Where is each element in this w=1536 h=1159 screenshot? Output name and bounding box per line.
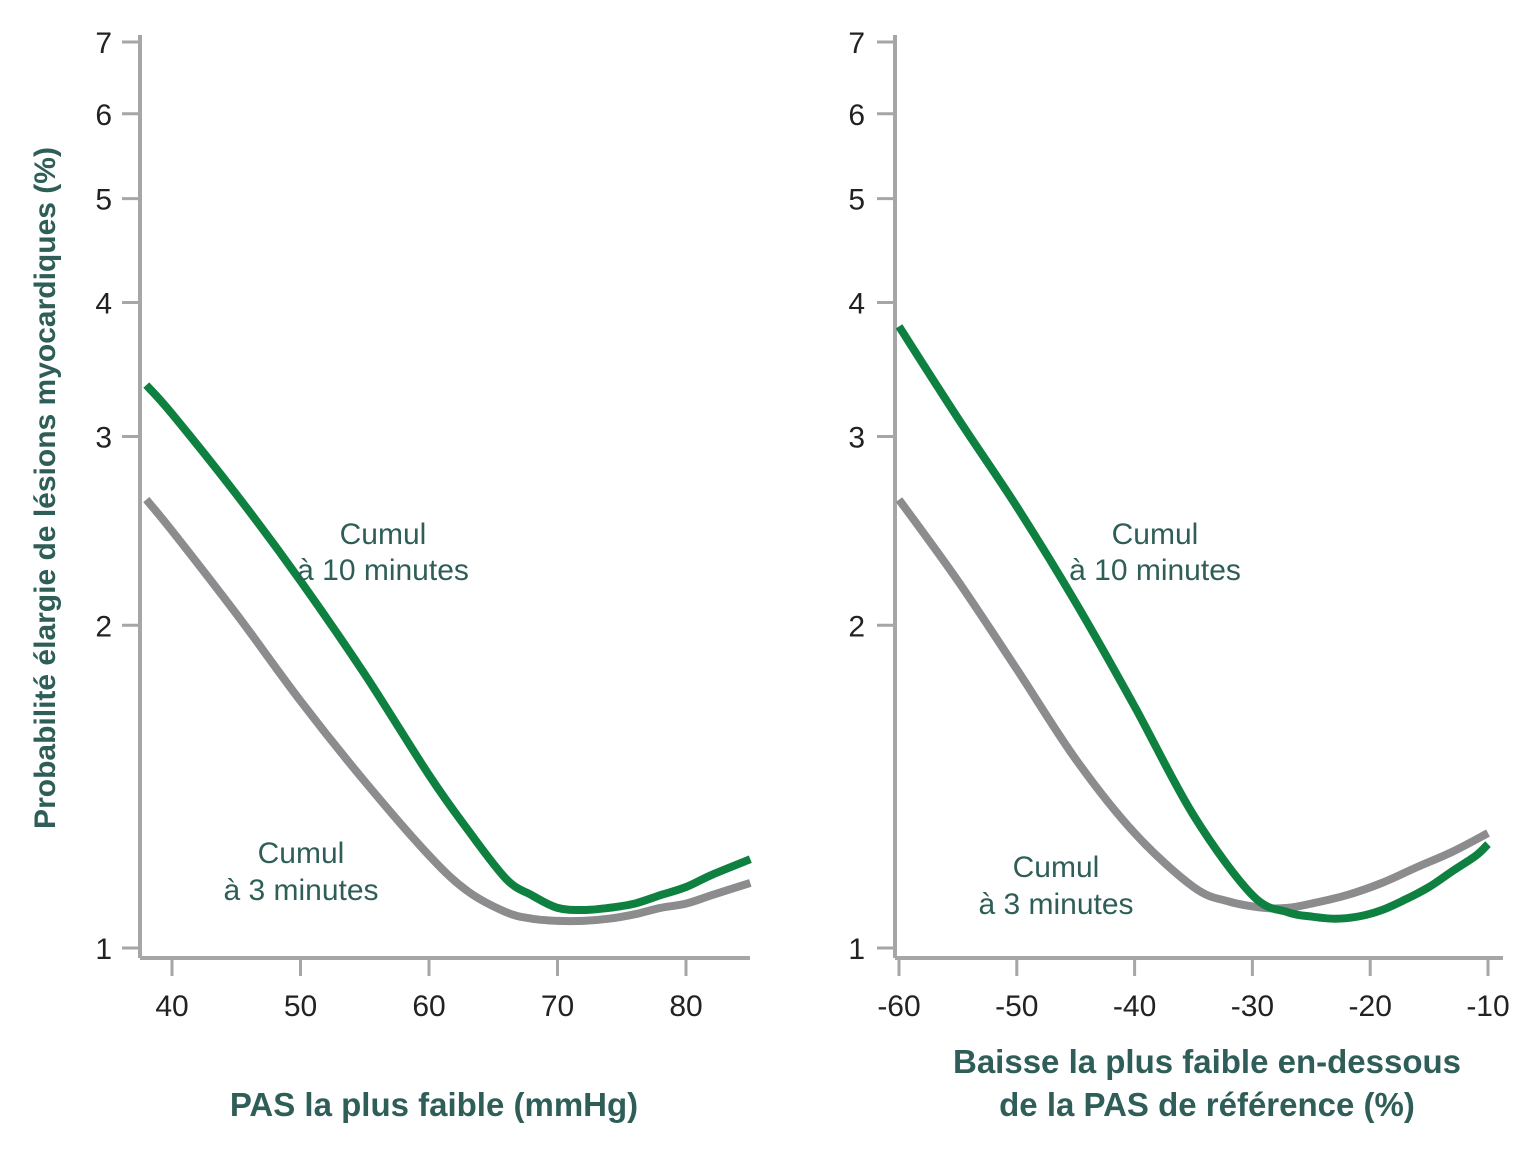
x-tick-label: -30 <box>1231 990 1274 1023</box>
annotation-3min: à 3 minutes <box>223 874 378 907</box>
y-tick-label: 6 <box>848 99 865 132</box>
x-tick-label: -20 <box>1349 990 1392 1023</box>
y-tick-label: 5 <box>95 184 112 217</box>
y-tick-label: 6 <box>95 99 112 132</box>
x-tick-label: -50 <box>995 990 1038 1023</box>
x-axis-title-line: Baisse la plus faible en-dessous <box>953 1043 1461 1080</box>
series-line-3min <box>143 497 752 926</box>
annotation-10min: à 10 minutes <box>297 554 469 587</box>
y-axis-title: Probabilité élargie de lésions myocardiq… <box>29 147 62 829</box>
y-tick-label: 3 <box>95 421 112 454</box>
y-tick-label: 4 <box>848 288 865 321</box>
y-tick-label: 3 <box>848 421 865 454</box>
x-tick-label: 40 <box>155 990 188 1023</box>
x-tick-label: 60 <box>412 990 445 1023</box>
y-tick-label: 1 <box>95 933 112 966</box>
x-axis-title-line: de la PAS de référence (%) <box>999 1086 1415 1123</box>
y-tick-label: 1 <box>848 933 865 966</box>
x-tick-label: -60 <box>877 990 920 1023</box>
series-line-10min <box>895 324 1491 923</box>
y-tick-label: 7 <box>848 27 865 60</box>
annotation-10min: Cumul <box>340 518 427 551</box>
x-tick-label: -40 <box>1113 990 1156 1023</box>
x-axis-title: PAS la plus faible (mmHg) <box>230 1086 638 1123</box>
y-tick-label: 2 <box>848 610 865 643</box>
y-tick-label: 4 <box>95 288 112 321</box>
series-line-3min <box>895 497 1490 913</box>
series-line-10min <box>143 382 752 915</box>
x-tick-label: 70 <box>541 990 574 1023</box>
annotation-3min: à 3 minutes <box>978 888 1133 921</box>
y-tick-label: 2 <box>95 610 112 643</box>
x-tick-label: 50 <box>284 990 317 1023</box>
annotation-3min: Cumul <box>258 837 345 870</box>
x-tick-label: -10 <box>1466 990 1509 1023</box>
x-tick-label: 80 <box>669 990 702 1023</box>
annotation-10min: Cumul <box>1112 518 1199 551</box>
y-tick-label: 5 <box>848 184 865 217</box>
annotation-10min: à 10 minutes <box>1069 554 1241 587</box>
y-tick-label: 7 <box>95 27 112 60</box>
annotation-3min: Cumul <box>1013 851 1100 884</box>
